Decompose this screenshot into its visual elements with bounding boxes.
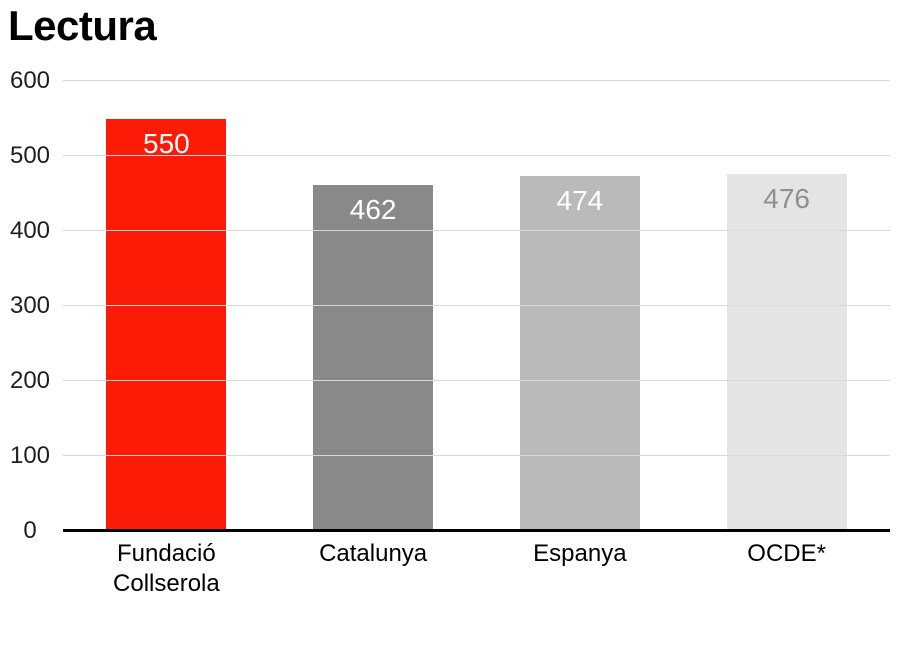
x-axis-label-cell: Espanya [477, 539, 684, 599]
bar-espanya: 474 [519, 175, 640, 531]
x-axis-labels: Fundació Collserola Catalunya Espanya OCDE* [63, 539, 890, 599]
y-axis: 0 100 200 300 400 500 600 [0, 69, 60, 543]
y-axis-tick-label-200: 200 [9, 367, 51, 395]
y-axis-tick-label-500: 500 [9, 142, 51, 169]
bar-value-label: 476 [763, 183, 810, 214]
x-axis-label: Espanya [533, 540, 627, 567]
x-axis-label: Catalunya [319, 540, 428, 567]
gridline-400 [63, 230, 890, 232]
bar-value-label: 474 [556, 184, 604, 216]
gridline-600 [63, 80, 890, 81]
x-axis-label-cell: Fundació Collserola [63, 539, 270, 599]
bars-row: 550 462 474 476 [63, 81, 890, 531]
y-axis-tick-label-100: 100 [9, 442, 51, 470]
gridline-500 [63, 155, 890, 156]
y-axis-tick-label-300: 300 [9, 292, 51, 319]
bar-cell: 462 [270, 81, 477, 531]
x-axis-label-cell: OCDE* [683, 539, 890, 599]
gridline-300 [63, 305, 890, 306]
y-axis-tick-label-600: 600 [9, 67, 51, 94]
x-axis-label: OCDE* [747, 540, 826, 567]
y-axis-tick-label-0: 0 [23, 517, 37, 544]
x-axis-label: Fundació Collserola [113, 540, 220, 597]
y-axis-tick-label-400: 400 [9, 217, 51, 245]
bar-cell: 476 [683, 81, 890, 531]
x-axis-line [63, 529, 890, 532]
bar-fundaci-collserola: 550 [106, 118, 227, 531]
bar-ocde-: 476 [726, 174, 847, 531]
gridline-200 [63, 380, 890, 382]
plot-area: 550 462 474 476 [63, 80, 890, 532]
bar-cell: 474 [477, 81, 684, 531]
bar-cell: 550 [63, 81, 270, 531]
bar-value-label: 462 [349, 193, 397, 225]
gridline-100 [63, 455, 890, 457]
bar-catalunya: 462 [313, 184, 434, 531]
x-axis-label-cell: Catalunya [270, 539, 477, 599]
bar-value-label: 550 [143, 127, 190, 159]
chart-title: Lectura [8, 2, 157, 49]
